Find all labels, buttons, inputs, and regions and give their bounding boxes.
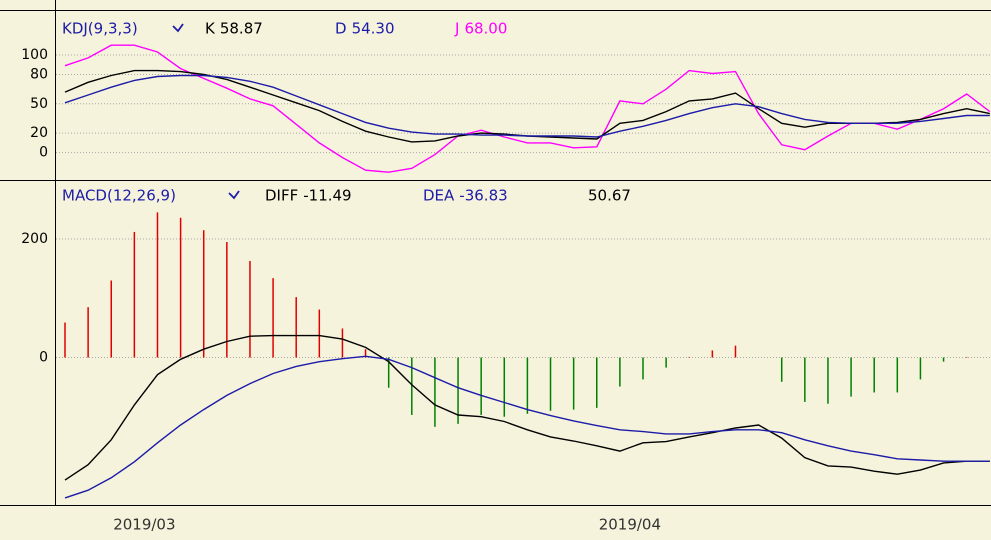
- y-tick-label: 50: [30, 96, 48, 112]
- legend-value: 50.67: [588, 187, 631, 205]
- x-tick-label: 2019/04: [599, 516, 661, 534]
- series-line: [64, 355, 990, 499]
- series-line: [64, 334, 990, 481]
- legend-name: J: [454, 20, 459, 38]
- y-tick-label: 80: [30, 66, 48, 82]
- legend-value: -36.83: [459, 187, 507, 205]
- legend-value: 54.30: [352, 20, 395, 38]
- y-tick-label: 0: [39, 350, 48, 366]
- macd-title: MACD(12,26,9): [62, 187, 176, 205]
- legend-name: D: [335, 20, 347, 38]
- legend-name: K: [205, 20, 216, 38]
- legend-name: DEA: [423, 187, 455, 205]
- kdj-title: KDJ(9,3,3): [62, 20, 138, 38]
- legend-name: DIFF: [265, 187, 298, 205]
- legend-value: -11.49: [303, 187, 351, 205]
- x-tick-label: 2019/03: [113, 516, 175, 534]
- y-tick-label: 200: [21, 231, 48, 247]
- dropdown-icon[interactable]: [228, 190, 240, 200]
- series-line: [64, 44, 991, 173]
- y-tick-label: 20: [30, 125, 48, 141]
- dropdown-icon[interactable]: [172, 23, 184, 33]
- legend-value: 68.00: [464, 20, 507, 38]
- series-line: [64, 74, 990, 138]
- legend-value: 58.87: [220, 20, 263, 38]
- y-tick-label: 0: [39, 145, 48, 161]
- y-tick-label: 100: [21, 47, 48, 63]
